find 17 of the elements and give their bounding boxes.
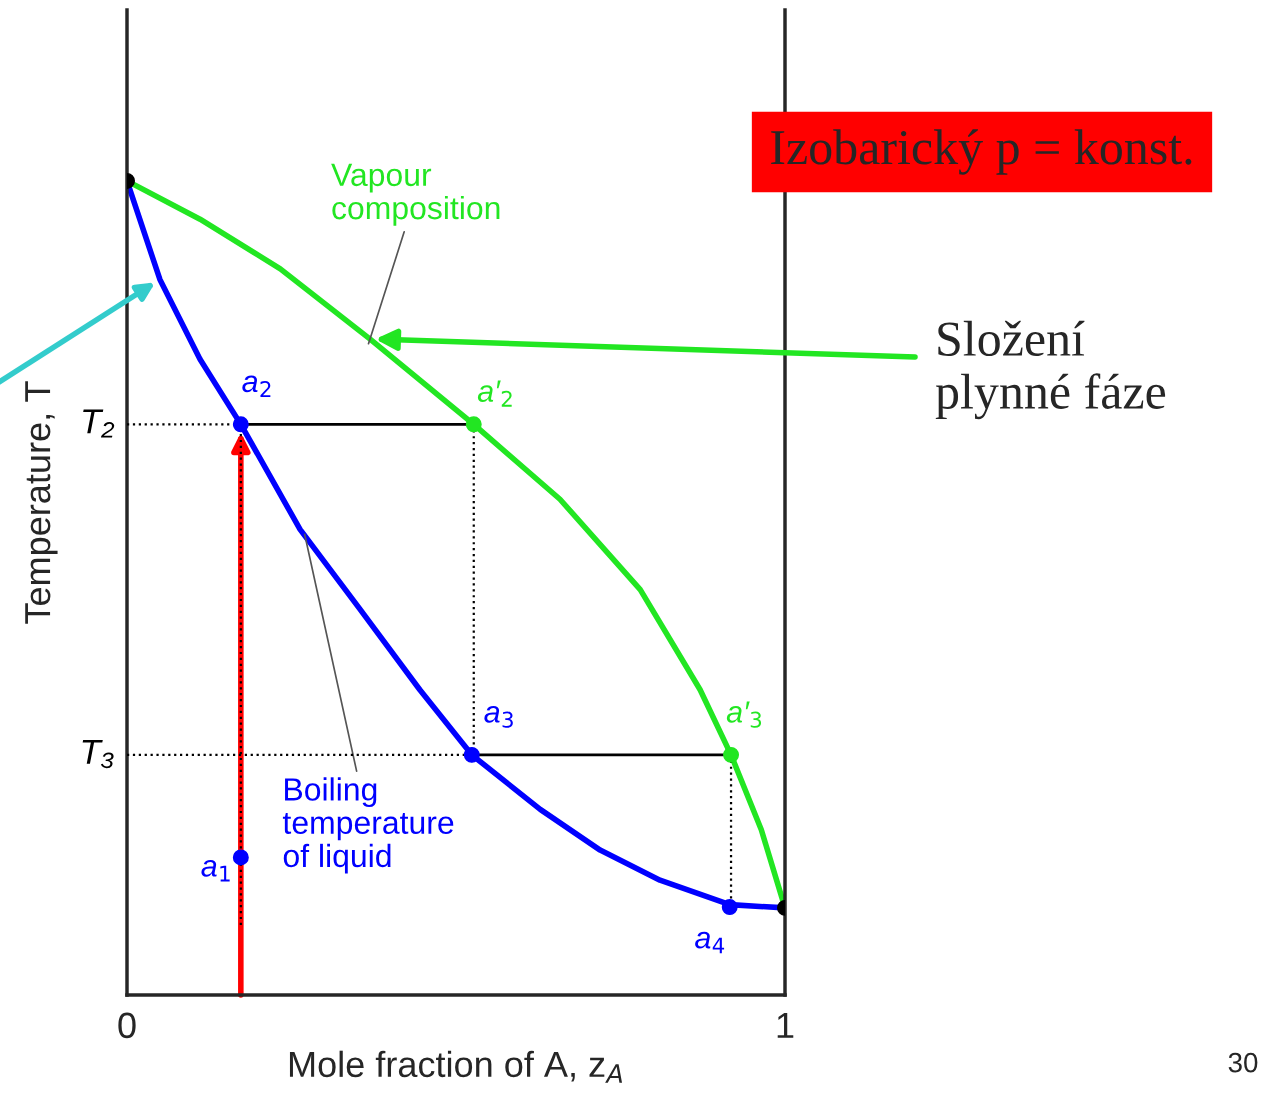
text: 30 <box>1228 1052 1258 1073</box>
annotation: a$_{3}$ <box>484 705 513 728</box>
annotation: Vapour composition <box>331 163 500 226</box>
text: Izobarický p = konst. <box>771 129 1192 175</box>
x-tick-label: 0 <box>118 1012 136 1039</box>
annotation: T₂ <box>83 409 115 438</box>
x-axis-title: Mole fraction of A, z$_{A}$ <box>289 1050 623 1083</box>
annotation: a$_{4}$ <box>695 931 725 954</box>
annotation: a$_{1}$ <box>201 859 230 882</box>
annotation: Boiling temperature of liquid <box>282 777 454 874</box>
annotation: a′$_{3}$ <box>726 701 762 728</box>
text: Složení plynné fáze <box>935 320 1166 420</box>
annotation: a$_{2}$ <box>242 375 271 397</box>
x-tick-label: 1 <box>777 1012 794 1038</box>
annotation: T₃ <box>82 739 114 769</box>
annotation: a′$_{2}$ <box>477 380 512 407</box>
y-axis-title: Temperature, T <box>25 381 58 624</box>
